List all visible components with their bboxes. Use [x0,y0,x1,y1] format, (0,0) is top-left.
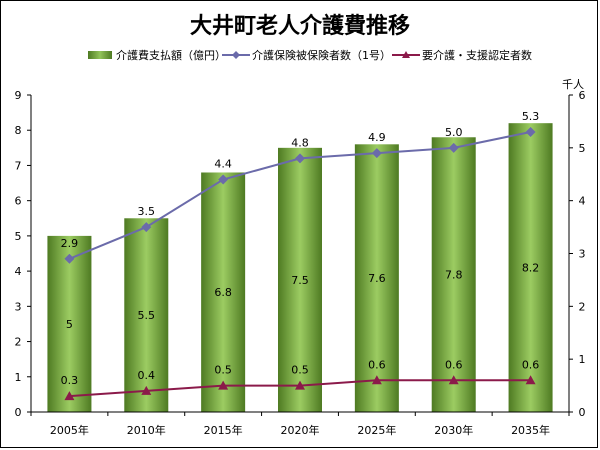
line-point-marker [141,222,152,233]
right-axis-tick-label: 0 [579,406,586,419]
line-data-label: 0.6 [368,358,386,371]
bar [354,144,399,413]
left-axis-tick-label: 6 [15,195,22,208]
axes: 0 1 2 3 4 5 6 7 8 9 0 1 2 3 4 5 6 2005年 2010年 2015年 2020年 202… [15,89,586,437]
right-axis-tick-label: 4 [579,195,586,208]
legend-label-care-cost: 介護費支払額（億円） [116,49,226,62]
bar-data-label: 7.8 [445,269,463,282]
right-axis-unit: 千人 [562,78,584,91]
legend-label-certified: 要介護・支援認定者数 [422,49,532,62]
left-axis-tick-label: 0 [15,406,22,419]
line-point-marker [525,375,536,385]
line-data-label: 0.3 [61,374,79,387]
x-axis-tick-label: 2030年 [434,423,473,437]
x-axis-tick-label: 2025年 [357,423,396,437]
x-axis-tick-label: 2015年 [204,423,243,437]
line-data-label: 5.3 [522,110,540,123]
line-data-label: 0.6 [445,358,463,371]
data-labels: 5 5.5 6.8 7.5 7.6 7.8 8.2 2.9 3.5 4.4 4.8 4.9 5.0 5.3… [61,110,540,387]
legend-diamond-swatch [222,51,250,59]
bar-data-label: 5.5 [138,309,156,322]
legend-item-care-cost: 介護費支払額（億円） [88,47,226,63]
left-axis-tick-label: 4 [15,265,22,278]
left-axis-tick-label: 9 [15,89,22,102]
line-point-marker [371,375,382,385]
legend-bar-swatch [88,51,112,59]
line-point-marker [218,174,229,185]
legend-triangle-swatch [392,51,420,58]
bar [47,235,92,412]
left-axis-tick-label: 8 [15,124,22,137]
line-data-label: 3.5 [138,205,156,218]
right-axis-tick-label: 3 [579,248,586,261]
line-data-label: 2.9 [61,237,79,250]
right-axis-tick-label: 6 [579,89,586,102]
bar-data-label: 5 [66,318,73,331]
x-axis-tick-label: 2035年 [511,423,550,437]
bar-data-label: 7.6 [368,272,386,285]
left-axis-tick-label: 1 [15,371,22,384]
line-data-label: 4.9 [368,131,386,144]
line-point-marker [448,142,459,153]
left-axis-tick-label: 7 [15,159,22,172]
line-point-marker [295,380,305,390]
bar [278,147,322,413]
x-axis-tick-label: 2005年 [50,423,89,437]
left-axis-tick-label: 3 [15,300,22,313]
line-point-marker [64,253,75,264]
left-axis-tick-label: 2 [15,336,22,349]
line-data-label: 4.4 [214,158,232,171]
line-point-marker [64,391,75,401]
line-point-marker [525,126,536,137]
line-data-label: 0.5 [214,364,232,377]
legend-label-insured: 介護保険被保険者数（1号） [252,49,391,62]
right-axis-tick-label: 5 [579,142,586,155]
bar-series [47,123,553,413]
legend: 介護費支払額（億円） 介護保険被保険者数（1号） 要介護・支援認定者数 [0,47,600,65]
bar [431,137,476,412]
line-point-marker [141,385,152,395]
left-axis-tick-label: 5 [15,230,22,243]
line-data-label: 4.8 [291,136,309,149]
bar-data-label: 8.2 [522,262,540,275]
line-point-marker [218,380,229,390]
line-data-label: 5.0 [445,126,463,139]
line-data-label: 0.5 [291,364,309,377]
bar-data-label: 6.8 [214,286,232,299]
bar [201,172,246,412]
line-point-marker [371,148,382,159]
legend-item-insured: 介護保険被保険者数（1号） [222,47,391,63]
x-axis-tick-label: 2020年 [281,423,320,437]
x-axis-tick-label: 2010年 [127,423,166,437]
chart-title: 大井町老人介護費推移 [189,14,410,39]
line-data-label: 0.6 [522,358,540,371]
bar [124,218,169,412]
legend-item-certified: 要介護・支援認定者数 [392,47,532,63]
bar-data-label: 7.5 [291,274,309,287]
line-series [64,126,536,401]
line-data-label: 0.4 [138,369,156,382]
bar [508,123,553,412]
right-axis-tick-label: 1 [579,353,586,366]
right-axis-tick-label: 2 [579,300,586,313]
line-point-marker [448,375,459,385]
line-point-marker [295,153,305,164]
